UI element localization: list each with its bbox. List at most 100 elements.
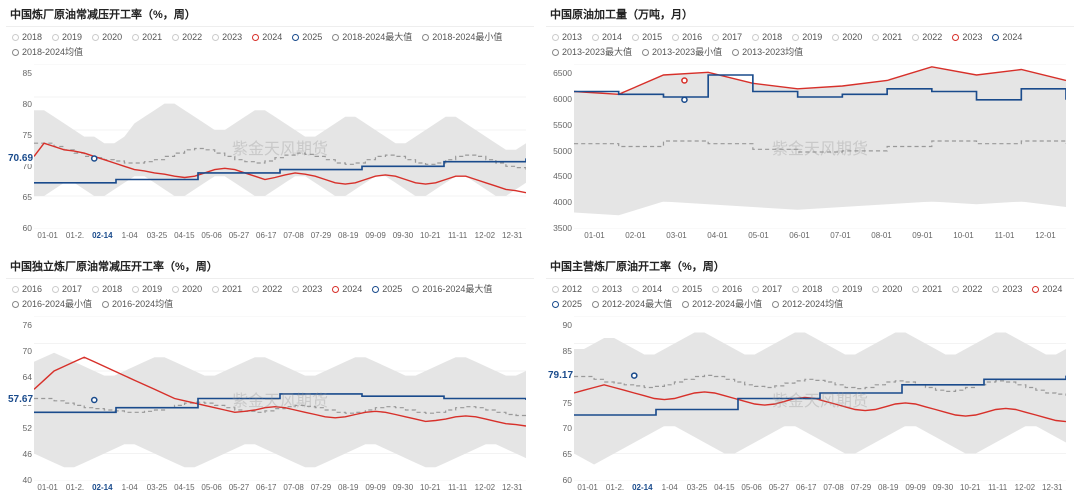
x-axis: 01-0101-2.02-141-0403-2504-1505-0605-270…	[574, 483, 1066, 492]
legend-item[interactable]: 2018	[792, 282, 822, 296]
legend-item[interactable]: 2018	[752, 30, 782, 44]
legend-item[interactable]: 2020	[872, 282, 902, 296]
legend-marker-icon	[372, 286, 379, 293]
legend-item[interactable]: 2018-2024最小值	[422, 30, 502, 44]
legend-marker-icon	[212, 34, 219, 41]
legend-item[interactable]: 2023	[212, 30, 242, 44]
legend-item[interactable]: 2015	[672, 282, 702, 296]
legend-item[interactable]: 2018-2024均值	[12, 45, 83, 59]
legend-item[interactable]: 2024	[1032, 282, 1062, 296]
legend-item[interactable]: 2017	[752, 282, 782, 296]
legend-label: 2018	[802, 282, 822, 296]
legend-item[interactable]: 2019	[832, 282, 862, 296]
legend-item[interactable]: 2023	[992, 282, 1022, 296]
legend-marker-icon	[792, 34, 799, 41]
legend-label: 2023	[222, 30, 242, 44]
legend-marker-icon	[1032, 286, 1039, 293]
legend-item[interactable]: 2014	[592, 30, 622, 44]
x-tick-label: 03-25	[683, 483, 710, 492]
legend-item[interactable]: 2017	[52, 282, 82, 296]
legend-item[interactable]: 2022	[912, 30, 942, 44]
legend-marker-icon	[252, 34, 259, 41]
legend-item[interactable]: 2013	[592, 282, 622, 296]
legend-marker-icon	[682, 301, 689, 308]
legend-label: 2018	[102, 282, 122, 296]
x-tick-label: 08-19	[875, 483, 902, 492]
legend-item[interactable]: 2023	[952, 30, 982, 44]
legend-item[interactable]: 2022	[252, 282, 282, 296]
legend-item[interactable]: 2012	[552, 282, 582, 296]
legend-item[interactable]: 2024	[992, 30, 1022, 44]
legend-item[interactable]: 2021	[912, 282, 942, 296]
legend-marker-icon	[172, 34, 179, 41]
legend-marker-icon	[52, 286, 59, 293]
legend-item[interactable]: 2020	[832, 30, 862, 44]
legend-label: 2021	[922, 282, 942, 296]
y-axis: 6500600055005000450040003500	[548, 64, 572, 229]
x-tick-label: 10-21	[417, 231, 444, 240]
legend-item[interactable]: 2012-2024最小值	[682, 297, 762, 311]
legend-item[interactable]: 2013	[552, 30, 582, 44]
legend-item[interactable]: 2025	[372, 282, 402, 296]
legend-item[interactable]: 2012-2024最大值	[592, 297, 672, 311]
x-tick-label: 02-14	[89, 231, 116, 240]
legend-item[interactable]: 2016	[712, 282, 742, 296]
legend-item[interactable]: 2024	[332, 282, 362, 296]
legend-label: 2014	[642, 282, 662, 296]
legend-item[interactable]: 2016-2024最大值	[412, 282, 492, 296]
y-axis: 90858075706560	[548, 316, 572, 481]
legend-item[interactable]: 2017	[712, 30, 742, 44]
legend-item[interactable]: 2016-2024最小值	[12, 297, 92, 311]
legend-label: 2023	[962, 30, 982, 44]
legend-item[interactable]: 2016	[672, 30, 702, 44]
legend-marker-icon	[292, 34, 299, 41]
legend-item[interactable]: 2012-2024均值	[772, 297, 843, 311]
legend-item[interactable]: 2019	[52, 30, 82, 44]
legend-marker-icon	[752, 286, 759, 293]
legend-marker-icon	[872, 286, 879, 293]
legend-marker-icon	[412, 286, 419, 293]
x-axis: 01-0101-2.02-141-0403-2504-1505-0605-270…	[34, 483, 526, 492]
legend-item[interactable]: 2013-2023最小值	[642, 45, 722, 59]
legend-item[interactable]: 2021	[872, 30, 902, 44]
legend-item[interactable]: 2020	[172, 282, 202, 296]
legend-item[interactable]: 2022	[172, 30, 202, 44]
legend-item[interactable]: 2013-2023最大值	[552, 45, 632, 59]
legend-item[interactable]: 2021	[132, 30, 162, 44]
legend-item[interactable]: 2018-2024最大值	[332, 30, 412, 44]
legend-label: 2016	[682, 30, 702, 44]
legend-item[interactable]: 2019	[132, 282, 162, 296]
legend-item[interactable]: 2025	[292, 30, 322, 44]
legend-item[interactable]: 2019	[792, 30, 822, 44]
legend-item[interactable]: 2024	[252, 30, 282, 44]
legend-item[interactable]: 2023	[292, 282, 322, 296]
legend-item[interactable]: 2014	[632, 282, 662, 296]
legend-item[interactable]: 2022	[952, 282, 982, 296]
legend-marker-icon	[992, 34, 999, 41]
y-tick-label: 65	[548, 449, 572, 459]
legend-item[interactable]: 2021	[212, 282, 242, 296]
legend-item[interactable]: 2025	[552, 297, 582, 311]
y-axis: 858075706560	[8, 64, 32, 229]
legend-item[interactable]: 2016-2024均值	[102, 297, 173, 311]
legend-label: 2012-2024最小值	[692, 297, 762, 311]
x-axis: 01-0102-0103-0104-0105-0106-0107-0108-01…	[574, 231, 1066, 240]
legend-item[interactable]: 2018	[92, 282, 122, 296]
y-tick-label: 76	[8, 320, 32, 330]
legend-item[interactable]: 2020	[92, 30, 122, 44]
x-tick-label: 01-01	[574, 483, 601, 492]
y-tick-label: 60	[548, 475, 572, 485]
x-tick-label: 10-21	[417, 483, 444, 492]
y-tick-label: 40	[8, 475, 32, 485]
chart-svg	[574, 316, 1066, 481]
legend-item[interactable]: 2015	[632, 30, 662, 44]
legend-label: 2023	[302, 282, 322, 296]
chart-legend: 2016 2017 2018 2019 2020 2021 2022 2023 2024 2025…	[6, 279, 534, 314]
value-callout: 57.67	[8, 394, 33, 405]
x-tick-label: 12-02	[471, 231, 498, 240]
legend-marker-icon	[172, 286, 179, 293]
legend-marker-icon	[12, 286, 19, 293]
legend-item[interactable]: 2013-2023均值	[732, 45, 803, 59]
legend-item[interactable]: 2016	[12, 282, 42, 296]
legend-item[interactable]: 2018	[12, 30, 42, 44]
